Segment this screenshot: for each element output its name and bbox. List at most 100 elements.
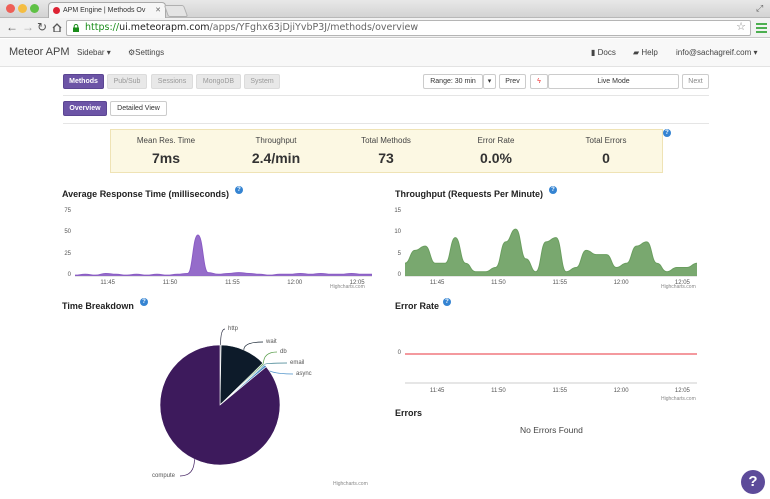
tab-methods[interactable]: Methods: [63, 74, 104, 89]
throughput-y-tick-label: 0: [397, 272, 401, 278]
docs-link[interactable]: ▮ Docs: [591, 48, 616, 57]
user-menu[interactable]: info@sachagreif.com ▾: [676, 48, 758, 57]
sidebar-toggle[interactable]: Sidebar ▾: [77, 48, 111, 57]
avg-response-title: Average Response Time (milliseconds): [62, 189, 230, 199]
browser-menu-icon[interactable]: [756, 23, 767, 35]
throughput-x-tick-label: 12:00: [613, 280, 629, 286]
support-chat-button[interactable]: ?: [741, 470, 765, 494]
error-rate-y-tick-label: 0: [397, 350, 401, 356]
reload-icon[interactable]: ↻: [37, 20, 48, 34]
browser-toolbar: ← → ↻ https://ui.meteorapm.com/apps/YFgh…: [0, 18, 770, 38]
avg-response-x-tick-label: 11:50: [162, 280, 178, 286]
time-breakdown-title: Time Breakdown: [62, 301, 134, 311]
back-arrow-icon[interactable]: ←: [6, 20, 18, 34]
summary-panel: Mean Res. Time 7ms Throughput 2.4/min Tota…: [110, 129, 663, 173]
meteor-favicon-icon: [53, 7, 60, 14]
error-rate-x-tick-label: 11:50: [491, 388, 506, 394]
highcharts-credit[interactable]: Highcharts.com: [333, 481, 368, 487]
avg-response-y-tick-label: 50: [64, 229, 71, 236]
url-host: ui.meteorapm.com: [119, 22, 210, 33]
subtab-detailed-view[interactable]: Detailed View: [110, 101, 167, 116]
bookmark-star-icon[interactable]: ☆: [736, 20, 746, 33]
error-rate-title: Error Rate: [395, 301, 440, 311]
live-mode-button[interactable]: Live Mode: [548, 74, 679, 89]
tab-title: APM Engine | Methods Ov: [63, 7, 146, 14]
pie-connector-email: [264, 362, 288, 365]
prev-button[interactable]: Prev: [499, 74, 526, 89]
stat-throughput: Throughput 2.4/min: [251, 136, 301, 166]
address-bar[interactable]: https://ui.meteorapm.com/apps/YFghx63jDj…: [66, 20, 751, 36]
divider: [63, 95, 709, 96]
pie-connector-compute: [179, 459, 195, 477]
pie-connector-wait: [243, 341, 264, 350]
avg-response-x-tick-label: 11:55: [225, 280, 240, 286]
throughput-x-tick-label: 11:45: [429, 280, 445, 286]
app-brand[interactable]: Meteor APM: [9, 46, 70, 58]
pie-label-async: async: [296, 371, 312, 377]
throughput-series-line: [404, 228, 698, 273]
error-rate-x-tick-label: 11:55: [552, 388, 568, 394]
forward-arrow-icon[interactable]: →: [22, 20, 34, 34]
settings-link[interactable]: ⚙Settings: [128, 48, 165, 57]
lightning-icon[interactable]: ϟ: [530, 74, 548, 89]
minimize-window-button[interactable]: [18, 4, 27, 13]
avg-response-help-icon[interactable]: ?: [235, 186, 243, 194]
close-window-button[interactable]: [6, 4, 15, 13]
pie-connector-db: [263, 351, 278, 364]
time-breakdown-help-icon[interactable]: ?: [140, 298, 148, 306]
no-errors-message: No Errors Found: [520, 425, 583, 435]
avg-response-y-tick-label: 0: [67, 272, 71, 278]
pie-label-compute: compute: [152, 473, 176, 479]
avg-response-x-tick-label: 11:45: [100, 280, 115, 286]
highcharts-credit[interactable]: Highcharts.com: [661, 396, 696, 402]
stat-mean-response-time: Mean Res. Time 7ms: [136, 136, 196, 166]
stat-total-methods: Total Methods 73: [361, 136, 411, 166]
pie-slice-compute: [159, 344, 281, 466]
help-link[interactable]: ▰ Help: [633, 48, 658, 57]
gear-icon: ⚙: [128, 48, 136, 57]
divider: [63, 123, 709, 124]
error-rate-x-tick-label: 12:00: [613, 388, 629, 394]
range-select[interactable]: Range: 30 min: [423, 74, 483, 89]
tab-sessions[interactable]: Sessions: [151, 74, 193, 89]
lock-icon: [73, 24, 79, 32]
tab-close-icon[interactable]: ✕: [155, 7, 161, 14]
pie-label-email: email: [290, 360, 305, 366]
fullscreen-icon[interactable]: ⤢: [756, 3, 764, 13]
chat-bubble-icon: ▰: [633, 48, 640, 57]
throughput-y-tick-label: 10: [394, 229, 401, 236]
highcharts-credit[interactable]: Highcharts.com: [661, 284, 696, 290]
url-scheme: https://: [85, 22, 120, 33]
book-icon: ▮: [591, 48, 596, 57]
throughput-y-tick-label: 15: [394, 208, 401, 214]
throughput-x-tick-label: 11:50: [491, 280, 506, 286]
range-dropdown-caret-icon[interactable]: ▾: [483, 74, 496, 89]
throughput-title: Throughput (Requests Per Minute): [395, 189, 543, 199]
tab-mongodb[interactable]: MongoDB: [196, 74, 241, 89]
avg-response-x-tick-label: 12:05: [349, 280, 365, 286]
error-rate-x-tick-label: 11:45: [429, 388, 445, 394]
avg-response-series-line: [74, 234, 372, 276]
summary-help-icon[interactable]: ?: [663, 129, 671, 137]
error-rate-help-icon[interactable]: ?: [443, 298, 451, 306]
tab-pubsub[interactable]: Pub/Sub: [107, 74, 147, 89]
app-header: Meteor APM Sidebar ▾ ⚙Settings ▮ Docs ▰ …: [0, 39, 770, 67]
error-rate-x-tick-label: 12:05: [674, 388, 690, 394]
throughput-y-tick-label: 5: [397, 250, 401, 257]
avg-response-y-tick-label: 75: [64, 208, 71, 214]
subtab-overview[interactable]: Overview: [63, 101, 107, 116]
next-button[interactable]: Next: [682, 74, 709, 89]
home-icon[interactable]: [52, 23, 62, 32]
throughput-help-icon[interactable]: ?: [549, 186, 557, 194]
pie-connector-http: [220, 328, 226, 346]
zoom-window-button[interactable]: [30, 4, 39, 13]
pie-label-wait: wait: [266, 339, 277, 345]
highcharts-credit[interactable]: Highcharts.com: [330, 284, 365, 290]
avg-response-y-tick-label: 25: [64, 250, 71, 257]
browser-titlebar: APM Engine | Methods Ov ✕ ⤢: [0, 0, 770, 18]
tab-system[interactable]: System: [244, 74, 280, 89]
